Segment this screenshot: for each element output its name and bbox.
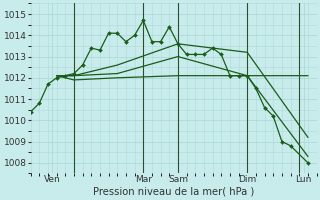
X-axis label: Pression niveau de la mer( hPa ): Pression niveau de la mer( hPa ) [93,187,254,197]
